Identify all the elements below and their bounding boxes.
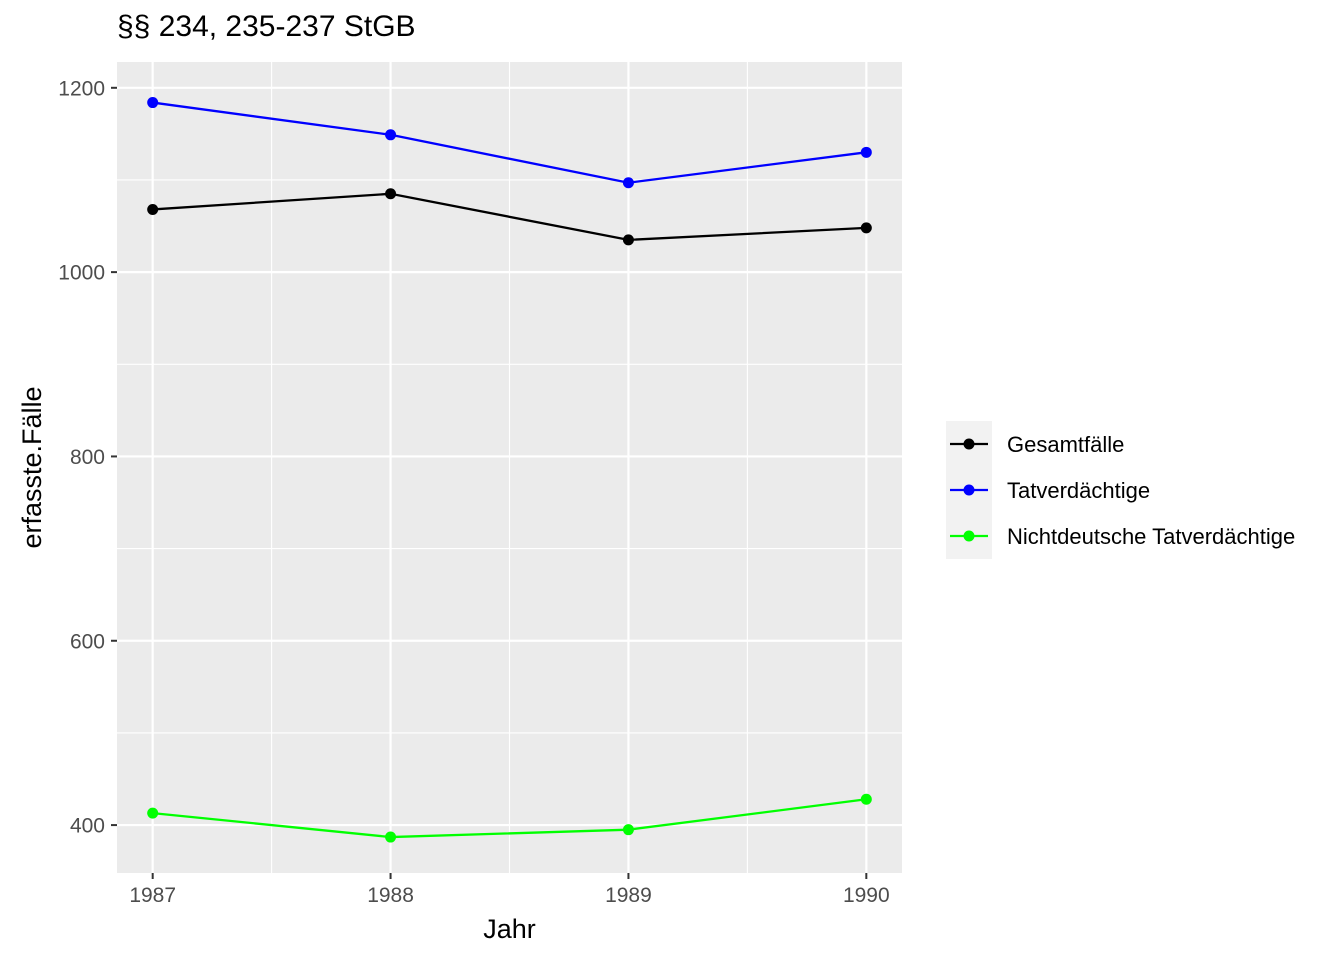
data-point-gesamtf-lle xyxy=(385,188,397,200)
series-line-nichtdeutsche-tatverd-chtige xyxy=(152,798,867,839)
data-point-gesamtf-lle xyxy=(860,222,872,234)
x-tick-label: 1988 xyxy=(367,884,414,907)
series-layer xyxy=(147,97,872,843)
data-point-gesamtf-lle xyxy=(147,203,159,215)
chart-title: §§ 234, 235-237 StGB xyxy=(117,10,416,43)
x-tick-label: 1989 xyxy=(605,884,652,907)
legend-key-point xyxy=(963,438,975,450)
x-tick-label: 1990 xyxy=(843,884,890,907)
legend-label: Nichtdeutsche Tatverdächtige xyxy=(1007,524,1295,549)
data-point-tatverd-chtige xyxy=(147,97,159,109)
series-line-gesamtf-lle xyxy=(152,192,867,242)
legend: Gesamtfälle Tatverdächtige Nichtdeutsche T… xyxy=(946,421,1295,559)
y-axis-label: erfasste.Fälle xyxy=(17,386,47,548)
data-point-gesamtf-lle xyxy=(622,234,634,246)
legend-key-point xyxy=(963,530,975,542)
data-point-tatverd-chtige xyxy=(860,146,872,158)
y-tick-label: 800 xyxy=(70,446,105,469)
x-tick-label: 1987 xyxy=(129,884,176,907)
minor-gridlines xyxy=(117,62,902,873)
axes: 1987 1988 1989 1990 400 600 800 1000 1200 xyxy=(58,77,889,907)
legend-label: Gesamtfälle xyxy=(1007,432,1124,457)
data-point-nichtdeutsche-tatverd-chtige xyxy=(385,831,397,843)
y-tick-label: 1000 xyxy=(58,262,105,285)
major-gridlines xyxy=(117,62,902,873)
legend-key-point xyxy=(963,484,975,496)
series-line-tatverd-chtige xyxy=(152,101,867,184)
data-point-nichtdeutsche-tatverd-chtige xyxy=(622,824,634,836)
y-tick-label: 600 xyxy=(70,630,105,653)
y-tick-label: 400 xyxy=(70,815,105,838)
data-point-tatverd-chtige xyxy=(622,177,634,189)
legend-label: Tatverdächtige xyxy=(1007,478,1150,503)
data-point-nichtdeutsche-tatverd-chtige xyxy=(147,807,159,819)
y-tick-label: 1200 xyxy=(58,77,105,100)
data-point-tatverd-chtige xyxy=(385,129,397,141)
x-axis-label: Jahr xyxy=(483,914,536,944)
data-point-nichtdeutsche-tatverd-chtige xyxy=(860,793,872,805)
